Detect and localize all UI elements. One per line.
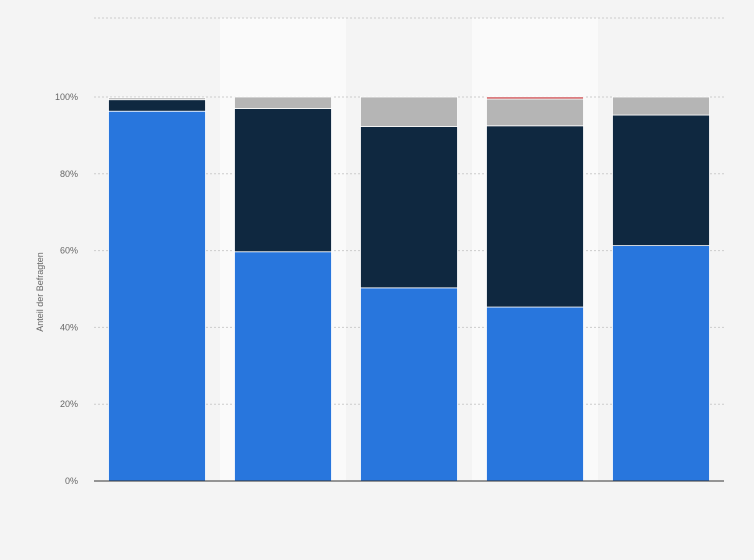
bar-segment-series-3 xyxy=(612,96,710,116)
y-tick-label: 20% xyxy=(60,399,78,409)
bar-segment-series-2 xyxy=(486,125,584,308)
bar-segment-series-1 xyxy=(612,245,710,482)
bar-segment-series-2 xyxy=(612,114,710,247)
bar-segment-series-1 xyxy=(108,110,206,482)
y-tick-label: 80% xyxy=(60,169,78,179)
bar-segment-series-2 xyxy=(234,108,332,253)
y-tick-label: 0% xyxy=(65,476,78,486)
bar-segment-series-2 xyxy=(360,126,458,289)
bar-segment-series-1 xyxy=(486,306,584,482)
y-tick-label: 100% xyxy=(55,92,78,102)
y-tick-label: 60% xyxy=(60,246,78,256)
bar-segment-series-1 xyxy=(234,251,332,482)
bar-segment-series-3 xyxy=(108,97,206,101)
bar-segment-series-4 xyxy=(486,96,584,100)
bar-segment-series-2 xyxy=(108,99,206,112)
y-axis-title: Anteil der Befragten xyxy=(35,252,45,332)
y-axis-ticks: 0% 20% 40% 60% 80% 100% xyxy=(55,92,78,486)
bar-segment-series-3 xyxy=(234,96,332,109)
bar-segment-series-3 xyxy=(486,98,584,127)
bar-segment-series-3 xyxy=(360,96,458,127)
y-tick-label: 40% xyxy=(60,322,78,332)
bar-stacks xyxy=(108,96,710,482)
bar-segment-series-1 xyxy=(360,287,458,482)
